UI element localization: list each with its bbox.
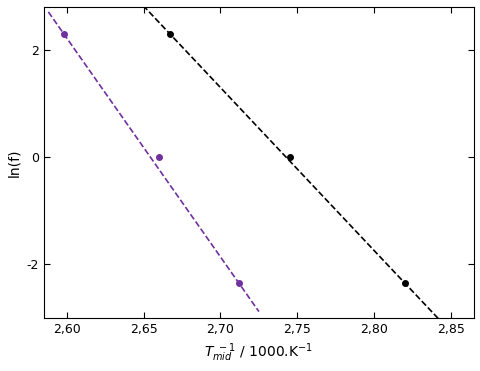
Point [166, 31, 173, 37]
Point [285, 154, 293, 160]
Y-axis label: ln(f): ln(f) [7, 148, 21, 177]
X-axis label: $T_{mid}^{\ -1}$ / 1000.K$^{-1}$: $T_{mid}^{\ -1}$ / 1000.K$^{-1}$ [204, 341, 312, 364]
Point [400, 280, 408, 286]
Point [155, 154, 163, 160]
Point [60, 31, 67, 37]
Point [235, 280, 242, 286]
